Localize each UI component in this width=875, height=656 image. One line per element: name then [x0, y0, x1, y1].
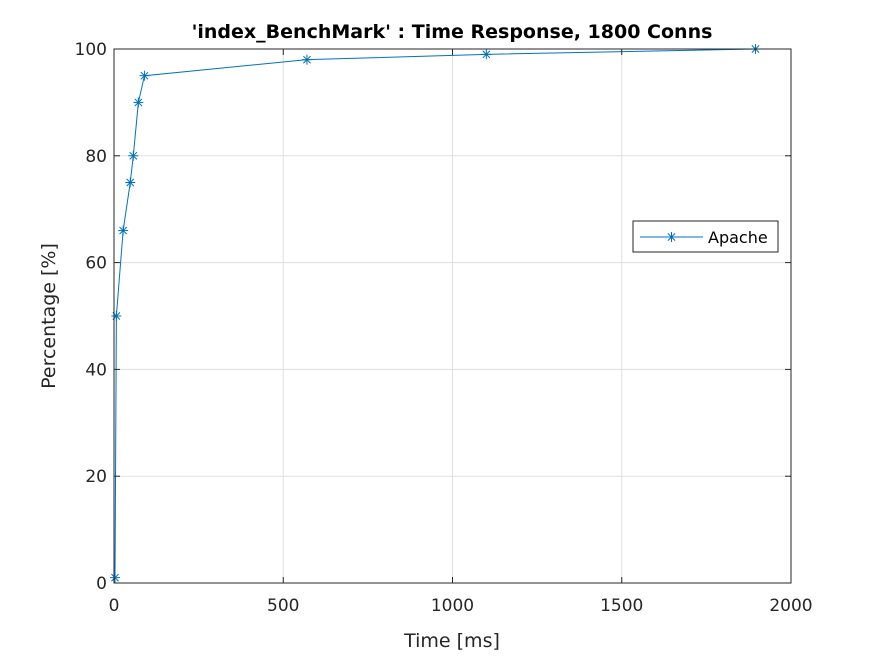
legend-marker	[666, 232, 677, 242]
ticks: 0 500 1000 1500 2000 0 20 40 60 80 100	[75, 40, 813, 616]
x-tick-label: 2000	[769, 596, 812, 616]
x-tick-label: 1500	[600, 596, 643, 616]
series-layer	[110, 44, 761, 583]
x-tick-label: 1000	[431, 596, 474, 616]
x-tick-label: 500	[267, 596, 299, 616]
y-tick-label: 0	[96, 574, 107, 594]
y-tick-label: 40	[85, 360, 107, 380]
data-point	[111, 311, 122, 321]
y-tick-label: 60	[85, 254, 107, 274]
data-point	[139, 70, 150, 81]
legend-marker-asterisk	[666, 232, 677, 242]
data-point	[125, 177, 136, 188]
y-axis-label: Percentage [%]	[38, 243, 60, 389]
x-tick-label: 0	[109, 596, 120, 616]
data-point	[110, 572, 121, 583]
data-point	[481, 49, 492, 60]
y-tick-label: 20	[85, 467, 107, 487]
series-line-apache	[114, 48, 756, 578]
data-point	[118, 225, 129, 236]
legend-entry-apache: Apache	[708, 228, 768, 247]
data-point	[128, 150, 139, 161]
chart-title: 'index_BenchMark' : Time Response, 1800 …	[192, 21, 713, 43]
legend: Apache	[632, 220, 779, 253]
x-axis-label: Time [ms]	[403, 630, 500, 652]
data-point	[133, 97, 144, 108]
data-point	[301, 54, 312, 65]
y-tick-label: 80	[85, 147, 107, 167]
grid	[114, 49, 791, 583]
y-tick-label: 100	[75, 40, 107, 60]
